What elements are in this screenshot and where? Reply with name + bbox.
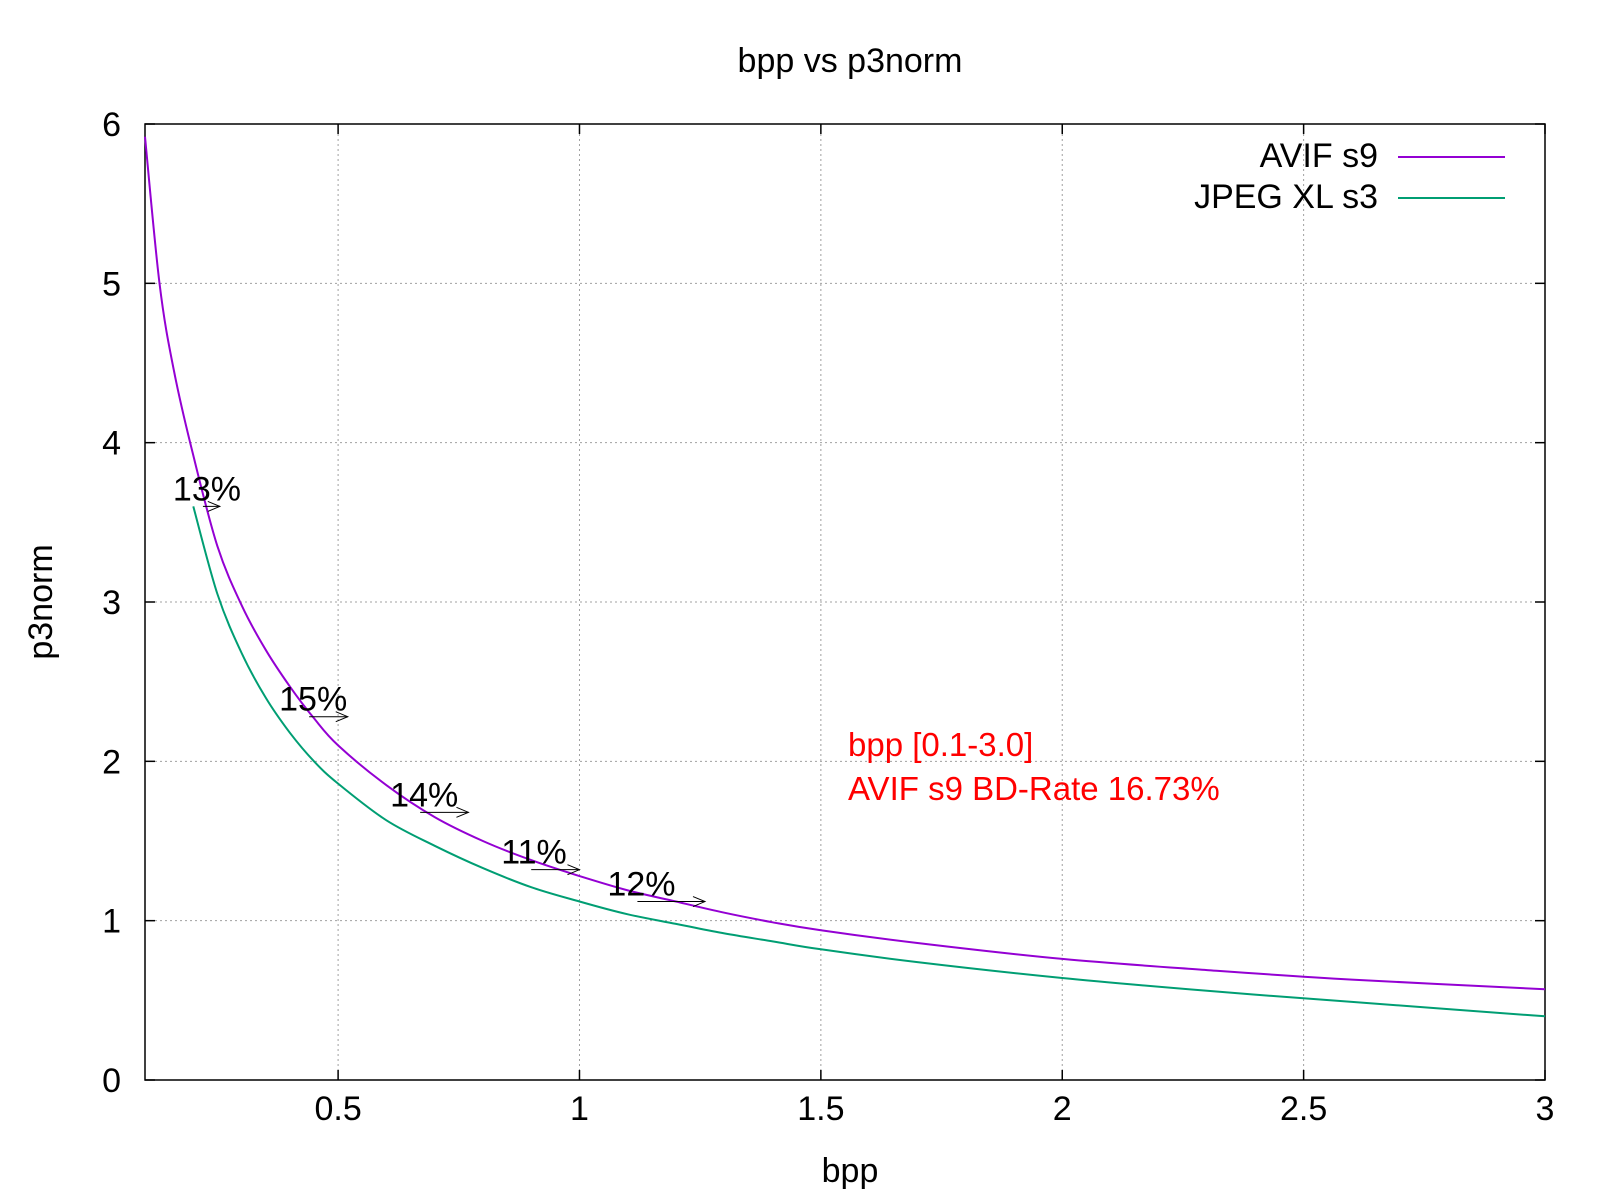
- bd-rate-note: bpp [0.1-3.0] AVIF s9 BD-Rate 16.73%: [848, 726, 1220, 807]
- y-tick-label: 2: [102, 743, 121, 781]
- annotation-arrowhead: [567, 864, 581, 876]
- annotation-arrowhead: [456, 806, 470, 818]
- series-line-jpegxl: [192, 506, 1546, 1018]
- axis-ticks: 0.5 1 1.5 2 2.5 3 0 1 2 3 4 5 6: [102, 106, 1554, 1128]
- note-line-bdrate: AVIF s9 BD-Rate 16.73%: [848, 770, 1220, 807]
- note-line-range: bpp [0.1-3.0]: [848, 726, 1033, 763]
- annotation-label: 14%: [390, 776, 458, 814]
- grid-lines: [145, 124, 1545, 1080]
- x-axis-label: bpp: [822, 1152, 879, 1190]
- annotation-label: 12%: [607, 866, 675, 904]
- x-tick-label: 1: [570, 1090, 589, 1128]
- legend-label-jpegxl: JPEG XL s3: [1194, 178, 1378, 216]
- legend: AVIF s9 JPEG XL s3: [1194, 137, 1505, 216]
- annotation-label: 11%: [501, 834, 567, 872]
- annotation-label: 13%: [173, 470, 241, 508]
- y-axis-label: p3norm: [22, 544, 60, 659]
- annotation-arrowhead: [207, 500, 222, 512]
- series-lines: [144, 136, 1546, 1018]
- chart-title: bpp vs p3norm: [738, 42, 963, 80]
- annotation-arrowhead: [692, 896, 707, 908]
- annotations: 13% 15% 14% 11% 12%: [173, 470, 707, 908]
- x-tick-label: 2: [1053, 1090, 1072, 1128]
- y-tick-label: 5: [102, 265, 121, 303]
- y-tick-label: 4: [102, 425, 121, 463]
- y-tick-label: 0: [102, 1062, 121, 1100]
- legend-label-avif: AVIF s9: [1260, 137, 1378, 175]
- series-line-avif: [144, 136, 1546, 991]
- x-tick-label: 1.5: [797, 1090, 844, 1128]
- y-tick-label: 6: [102, 106, 121, 144]
- annotation-arrowhead: [335, 711, 350, 723]
- x-tick-label: 2.5: [1280, 1090, 1327, 1128]
- x-tick-label: 0.5: [314, 1090, 361, 1128]
- x-tick-label: 3: [1536, 1090, 1555, 1128]
- y-tick-label: 1: [102, 903, 121, 941]
- annotation-label: 15%: [279, 681, 347, 719]
- y-tick-label: 3: [102, 584, 121, 622]
